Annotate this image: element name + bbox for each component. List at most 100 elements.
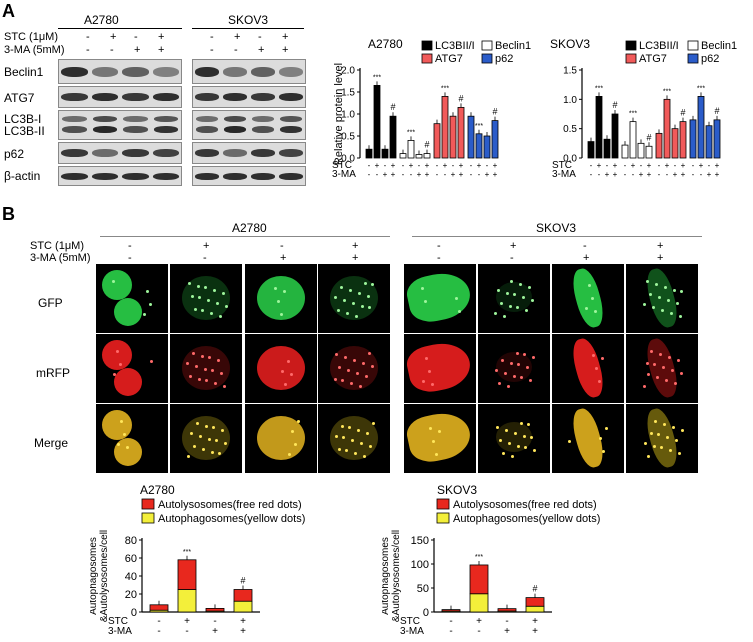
chart-xrow-sign: -	[486, 161, 489, 170]
puncta-dot	[652, 306, 655, 309]
puncta-dot	[291, 430, 294, 433]
chart-xrow-sign: -	[402, 161, 405, 170]
puncta-dot	[368, 306, 371, 309]
chart-xrow-sign: -	[598, 170, 601, 179]
puncta-dot	[432, 440, 435, 443]
chart-significance: ***	[663, 88, 671, 95]
blot-band	[153, 126, 178, 133]
chart-xrow-sign: +	[391, 170, 396, 179]
chart-xrow-sign: -	[449, 616, 452, 627]
blot-band	[195, 149, 219, 157]
cell-nucleus	[102, 270, 132, 300]
puncta-dot	[517, 363, 520, 366]
puncta-dot	[356, 372, 359, 375]
chart-xrow-sign: -	[700, 170, 703, 179]
puncta-dot	[204, 286, 207, 289]
legend-label: Beclin1	[495, 40, 531, 52]
chart-bar	[705, 125, 713, 159]
chart-ytick-label: 0	[423, 607, 429, 619]
chart-bar	[671, 128, 679, 159]
puncta-dot	[643, 385, 646, 388]
cell-body	[642, 265, 682, 331]
puncta-dot	[649, 293, 652, 296]
puncta-dot	[335, 353, 338, 356]
chart-xrow-sign: +	[375, 161, 380, 170]
blot-band	[280, 126, 302, 133]
puncta-dot	[653, 445, 656, 448]
puncta-dot	[595, 367, 598, 370]
chart-ytick-label: 80	[125, 535, 137, 547]
puncta-dot	[675, 439, 678, 442]
puncta-dot	[513, 293, 516, 296]
micrograph-tile	[96, 334, 168, 403]
puncta-dot	[671, 369, 674, 372]
puncta-dot	[669, 449, 672, 452]
puncta-dot	[363, 455, 366, 458]
puncta-dot	[360, 442, 363, 445]
chart-bar-autophagosomes	[469, 593, 489, 613]
puncta-dot	[116, 350, 119, 353]
legend-label: LC3BII/I	[639, 40, 679, 52]
chart-ytick-label: 20	[125, 589, 137, 601]
puncta-dot	[149, 303, 152, 306]
chart-xrow-sign: -	[402, 170, 405, 179]
puncta-dot	[598, 380, 601, 383]
blot-band	[195, 172, 219, 180]
puncta-dot	[361, 305, 364, 308]
puncta-dot	[503, 315, 506, 318]
chart-xrow-label: STC	[552, 160, 572, 171]
cell-body	[404, 338, 475, 396]
puncta-dot	[204, 368, 207, 371]
puncta-dot	[585, 307, 588, 310]
puncta-dot	[213, 289, 216, 292]
blot-band	[91, 149, 118, 157]
chart-significance: ***	[595, 85, 603, 92]
chart-ytick-label: 100	[411, 559, 429, 571]
legend-label: LC3BII/I	[435, 40, 475, 52]
puncta-dot	[605, 427, 608, 430]
chart-title: A2780	[140, 484, 175, 497]
legend-label: Beclin1	[701, 40, 737, 52]
micrograph-tile	[170, 264, 242, 333]
chart-bar-autolysosomes	[233, 589, 253, 602]
chart-xrow-sign: -	[410, 170, 413, 179]
blot-band	[61, 172, 88, 180]
cell-nucleus	[102, 410, 132, 440]
puncta-dot	[568, 440, 571, 443]
puncta-dot	[188, 282, 191, 285]
chart-xrow-sign: +	[647, 170, 652, 179]
chart-xrow-sign: +	[383, 170, 388, 179]
chart-xrow-sign: -	[674, 161, 677, 170]
blot-row-atg7: ATG7	[4, 91, 35, 105]
chart-xrow-sign: +	[681, 161, 686, 170]
chart-xrow-sign: -	[658, 161, 661, 170]
micro-treatment-sign: +	[657, 240, 664, 252]
blot-band	[152, 172, 179, 180]
chart-xrow-sign: -	[157, 616, 160, 627]
puncta-dot	[530, 436, 533, 439]
blot-band	[62, 116, 87, 122]
blot-band	[196, 126, 218, 133]
puncta-dot	[187, 455, 190, 458]
blot-band	[91, 66, 118, 77]
puncta-dot	[211, 369, 214, 372]
micro-treatment-sign: +	[203, 240, 210, 252]
chart-ytick-label: 40	[125, 571, 137, 583]
puncta-dot	[508, 442, 511, 445]
panel-b-letter: B	[2, 204, 15, 224]
blot-treatment-sign: -	[210, 31, 214, 43]
chart-bar	[491, 120, 499, 159]
chart-significance: ***	[407, 129, 415, 136]
puncta-dot	[653, 363, 656, 366]
puncta-dot	[644, 442, 647, 445]
puncta-dot	[674, 382, 677, 385]
micro-treatment-sign: +	[352, 240, 359, 252]
chart-bar	[697, 96, 705, 159]
puncta-dot	[215, 439, 218, 442]
chart-significance: ***	[373, 74, 381, 81]
puncta-dot	[525, 309, 528, 312]
micrograph-tile	[318, 404, 390, 473]
puncta-dot	[369, 445, 372, 448]
